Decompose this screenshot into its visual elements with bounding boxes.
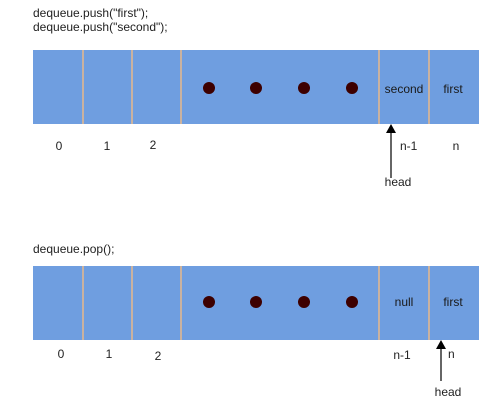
index-label: 1 — [104, 139, 111, 153]
ellipsis-dot — [250, 82, 262, 94]
cell-n-minus-1-value: null — [395, 295, 414, 309]
index-label: 2 — [155, 349, 162, 363]
ellipsis-dot — [298, 296, 310, 308]
ellipsis-dot — [203, 82, 215, 94]
bottom-array: null first — [33, 266, 479, 340]
ellipsis-dot — [298, 82, 310, 94]
push-first-code: dequeue.push("first"); — [33, 6, 149, 20]
ellipsis-dot — [203, 296, 215, 308]
head-arrow-tip — [386, 124, 396, 133]
top-head-pointer: head — [385, 124, 412, 189]
push-second-code: dequeue.push("second"); — [33, 20, 168, 34]
bottom-index-labels: 0 1 2 n-1 n — [58, 347, 455, 363]
head-label: head — [385, 175, 412, 189]
head-arrow-tip — [436, 340, 446, 349]
head-label: head — [435, 385, 462, 399]
cell-n-minus-1-value: second — [385, 82, 424, 96]
pop-code: dequeue.pop(); — [33, 242, 115, 256]
ellipsis-dot — [346, 82, 358, 94]
ellipsis-dot — [346, 296, 358, 308]
cell-n-value: first — [443, 295, 463, 309]
top-index-labels: 0 1 2 n-1 n — [56, 138, 460, 153]
index-label: n-1 — [393, 348, 411, 362]
ellipsis-dot — [250, 296, 262, 308]
index-label: 0 — [56, 139, 63, 153]
index-label: 1 — [106, 347, 113, 361]
index-label: n — [448, 347, 455, 361]
index-label: n — [453, 139, 460, 153]
bottom-head-pointer: head — [435, 340, 462, 399]
cell-n-value: first — [443, 82, 463, 96]
index-label: 2 — [150, 138, 157, 152]
index-label: 0 — [58, 347, 65, 361]
index-label: n-1 — [400, 139, 418, 153]
top-array: second first — [33, 50, 479, 124]
